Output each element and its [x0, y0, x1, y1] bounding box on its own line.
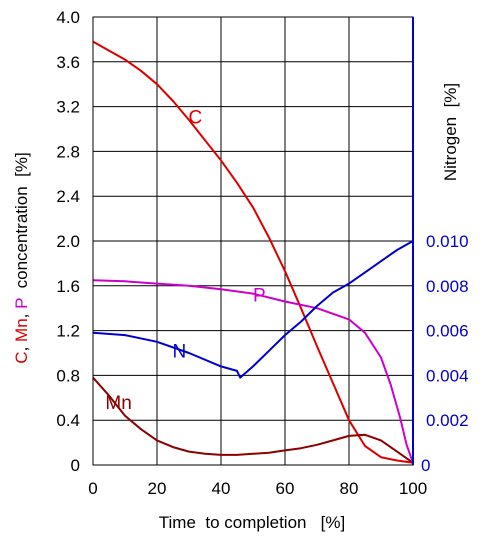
right-y-tick-label: 0.008: [426, 277, 469, 296]
right-y-tick-label: 0.004: [426, 366, 469, 385]
left-y-tick-label: 0: [71, 456, 80, 475]
series-label-n: N: [173, 341, 187, 362]
grid-lines: [92, 16, 414, 466]
series-lines: [92, 40, 414, 464]
series-labels: C Mn P N: [105, 107, 265, 414]
series-line-p: [92, 279, 414, 464]
left-y-tick-labels: 0 0.4 0.8 1.2 1.6 2.0 2.4 2.8 3.2 3.6 4.0: [56, 8, 80, 475]
left-y-axis-label-part: Mn: [12, 318, 31, 342]
x-tick-label: 0: [88, 479, 97, 498]
x-tick-labels: 0 20 40 60 80 100: [88, 479, 427, 498]
x-tick-label: 100: [399, 479, 427, 498]
left-y-tick-label: 1.2: [56, 322, 80, 341]
series-label-p: P: [253, 285, 266, 306]
series-label-c: C: [189, 107, 203, 128]
series-line-c: [92, 40, 414, 464]
series-label-mn: Mn: [105, 393, 131, 414]
right-y-tick-label: 0.006: [426, 322, 469, 341]
series-line-mn: [92, 376, 414, 464]
x-axis-label: Time to completion [%]: [159, 513, 345, 532]
left-y-axis-label: C, Mn, P concentration [%]: [12, 152, 31, 363]
series-line-n: [92, 240, 414, 379]
right-y-tick-label: 0.010: [426, 232, 469, 251]
right-y-tick-labels: 0 0.002 0.004 0.006 0.008 0.010: [421, 232, 469, 475]
left-y-tick-label: 2.8: [56, 142, 80, 161]
left-y-tick-label: 1.6: [56, 277, 80, 296]
right-y-tick-label: 0: [421, 456, 430, 475]
x-tick-label: 40: [212, 479, 231, 498]
left-y-tick-label: 3.6: [56, 53, 80, 72]
left-y-tick-label: 2.4: [56, 187, 80, 206]
left-y-tick-label: 0.4: [56, 411, 80, 430]
left-y-axis-label-part: C: [12, 351, 31, 363]
x-tick-label: 80: [340, 479, 359, 498]
right-y-tick-label: 0.002: [426, 411, 469, 430]
left-y-tick-label: 4.0: [56, 8, 80, 27]
left-y-axis-label-part: P: [12, 298, 31, 309]
left-y-tick-label: 0.8: [56, 366, 80, 385]
left-y-axis-label-part: ,: [12, 342, 31, 351]
left-y-tick-label: 2.0: [56, 232, 80, 251]
x-tick-label: 60: [276, 479, 295, 498]
x-tick-label: 20: [148, 479, 167, 498]
left-y-tick-label: 3.2: [56, 98, 80, 117]
left-y-axis-label-part: ,: [12, 309, 31, 318]
right-y-axis-label: Nitrogen [%]: [441, 83, 460, 181]
left-y-axis-label-part: concentration [%]: [12, 152, 31, 298]
